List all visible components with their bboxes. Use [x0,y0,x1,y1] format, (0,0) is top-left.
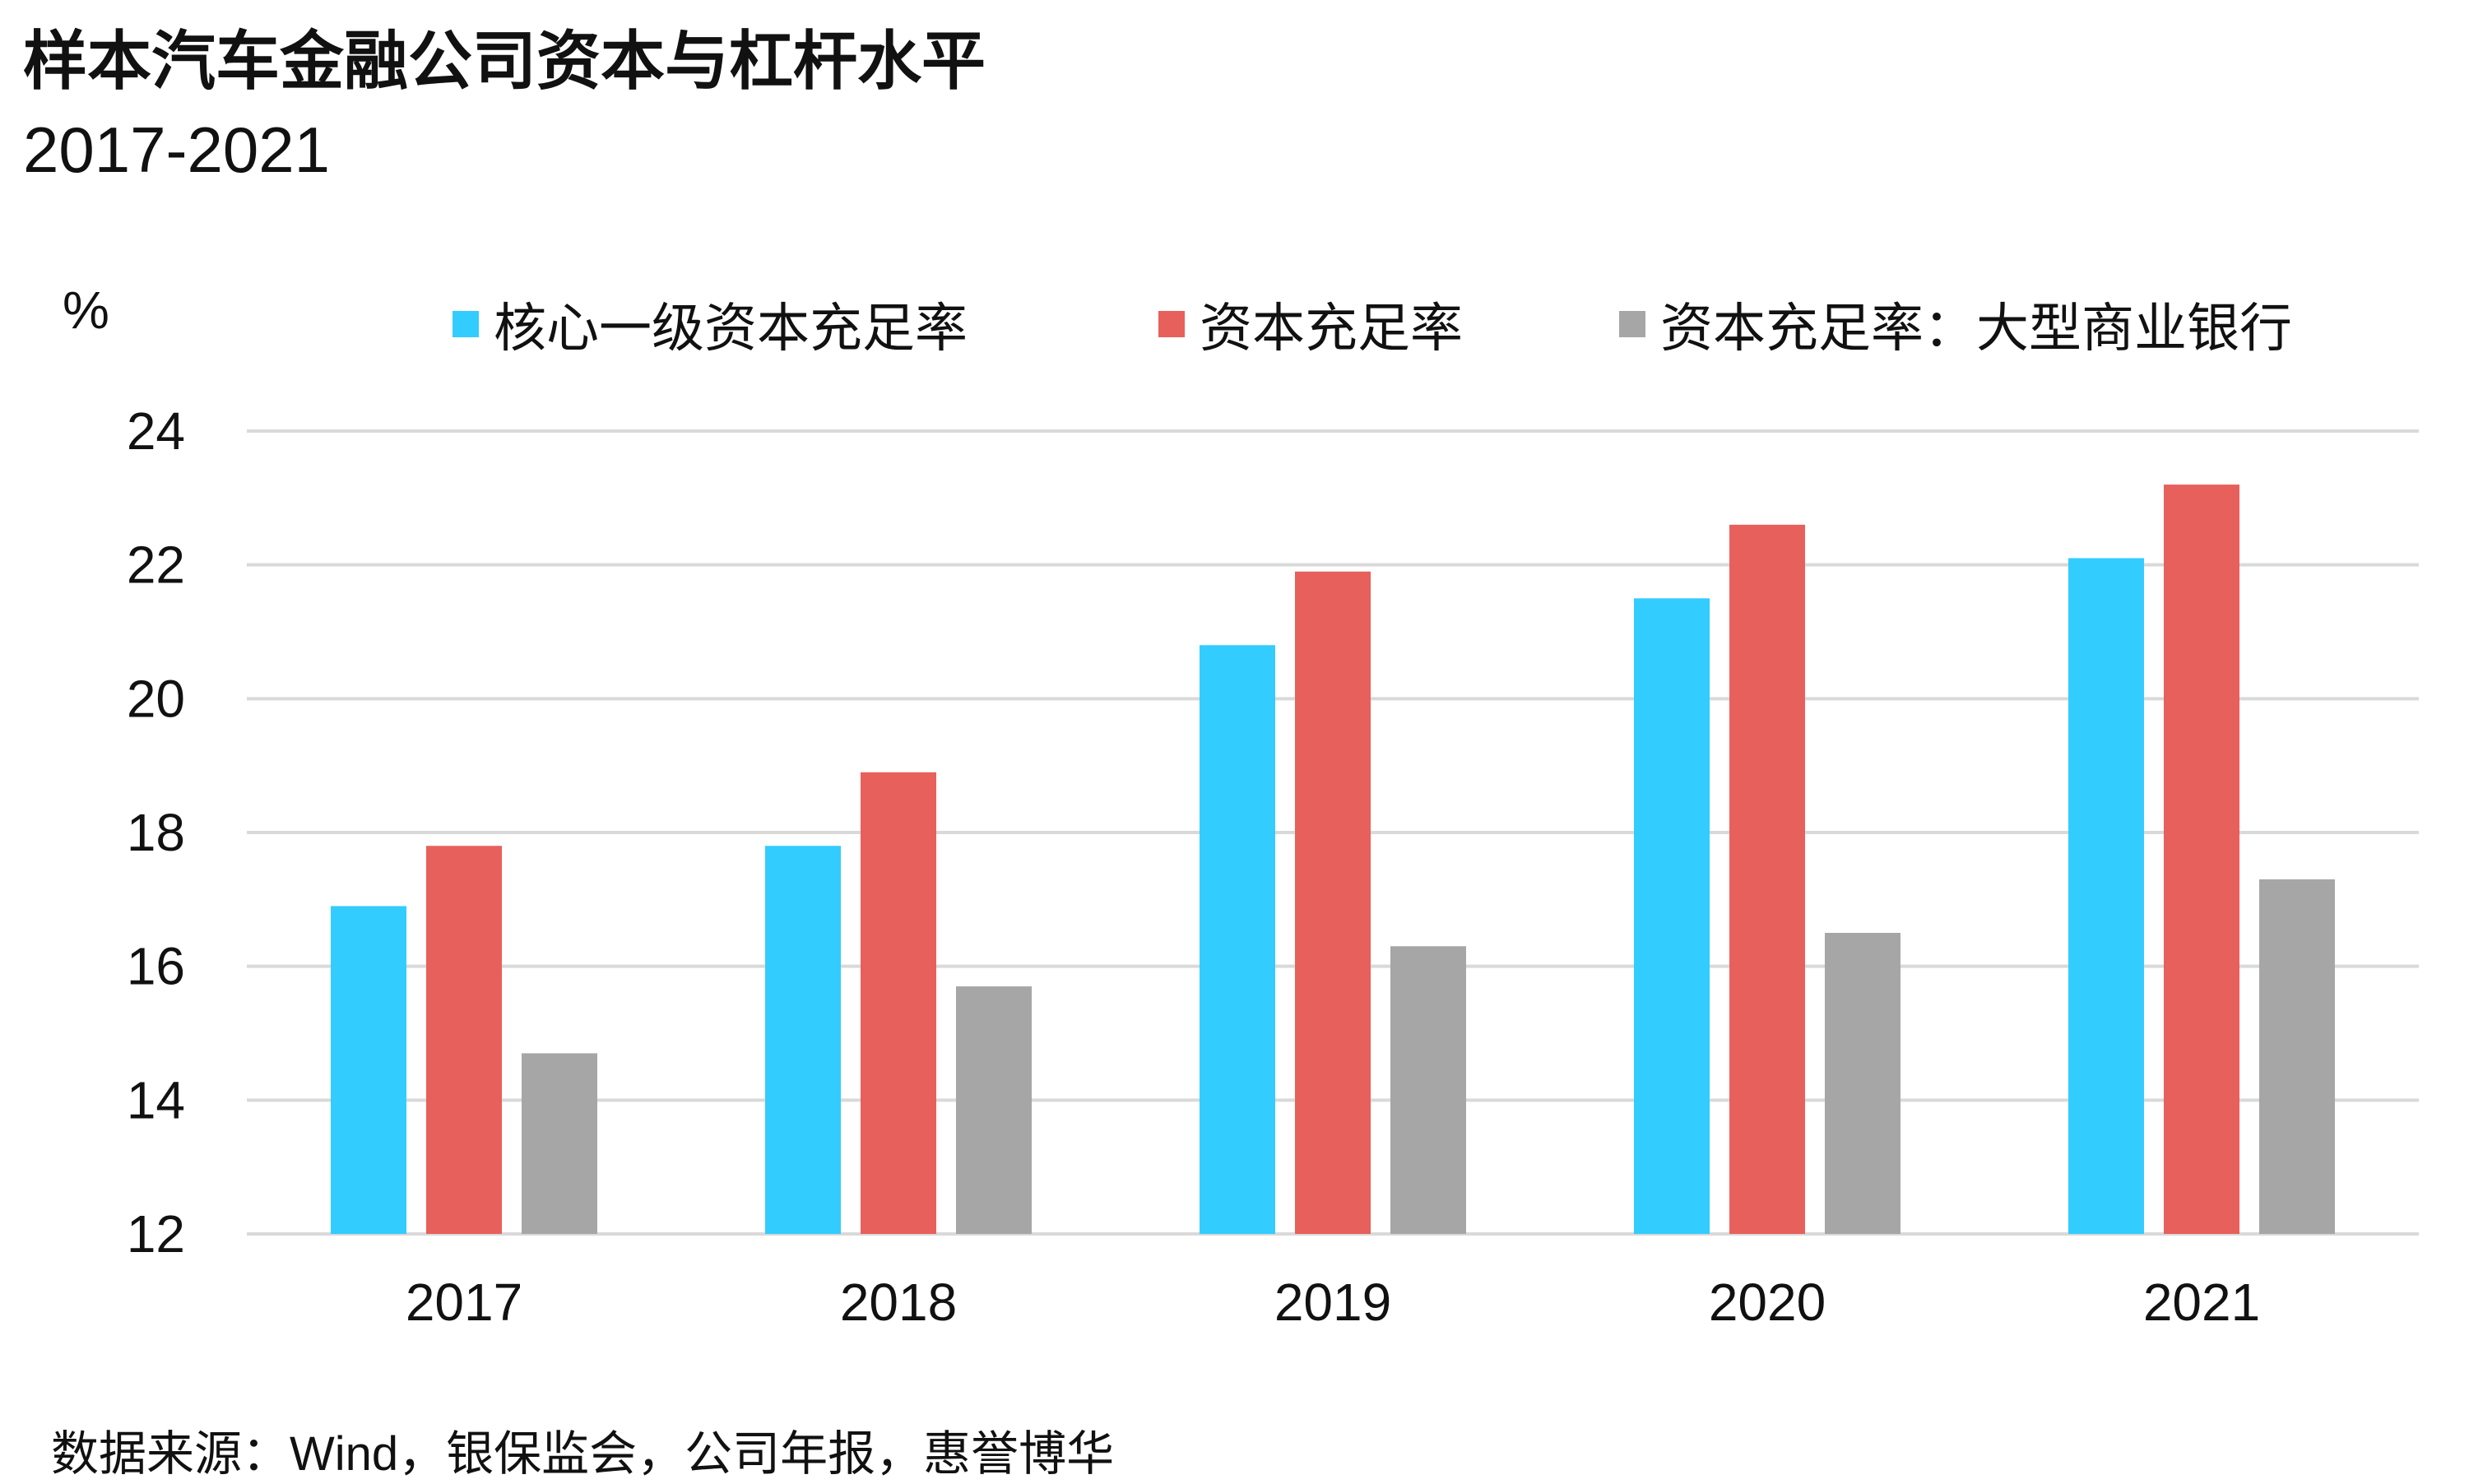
legend-label: 资本充足率：大型商业银行 [1660,299,2292,358]
bar-2021-series-2 [2164,485,2239,1234]
x-tick-label: 2017 [406,1273,522,1332]
y-tick-label: 16 [127,937,185,996]
x-tick-label: 2018 [840,1273,957,1332]
bar-2019-series-2 [1295,571,1371,1234]
legend-label: 核心一级资本充足率 [494,299,968,358]
legend-label: 资本充足率 [1200,299,1463,358]
y-tick-label: 14 [127,1070,185,1129]
x-tick-label: 2020 [1709,1273,1826,1332]
y-tick-label: 12 [127,1204,185,1264]
bar-2017-series-3 [522,1053,597,1234]
bar-2019-series-3 [1390,946,1466,1234]
y-tick-label: 18 [127,803,185,862]
bar-2020-series-1 [1634,598,1710,1234]
y-tick-label: 20 [127,669,185,728]
bar-2020-series-2 [1729,524,1805,1234]
legend-item-large-banks: 资本充足率：大型商业银行 [1619,286,2292,362]
bar-2018-series-3 [956,986,1032,1234]
bar-2021-series-1 [2068,558,2144,1234]
bar-2021-series-3 [2259,879,2335,1234]
y-tick-label: 24 [127,401,185,461]
legend-item-core-tier1: 核心一级资本充足率 [452,286,968,362]
legend-item-capital-adequacy: 资本充足率 [1158,286,1463,362]
legend-swatch-cyan [452,311,479,337]
bar-2018-series-1 [765,846,841,1234]
bar-2019-series-1 [1200,645,1275,1234]
chart-subtitle: 2017-2021 [23,114,331,186]
legend-swatch-red [1158,311,1185,337]
y-tick-label: 22 [127,536,185,595]
bar-2017-series-1 [331,906,406,1234]
bar-2020-series-3 [1825,933,1900,1234]
legend-swatch-gray [1619,311,1645,337]
bar-2018-series-2 [861,772,936,1234]
x-tick-label: 2019 [1274,1273,1391,1332]
bar-2017-series-2 [426,846,502,1234]
chart-title: 样本汽车金融公司资本与杠杆水平 [23,25,986,97]
data-source-note: 数据来源：Wind，银保监会，公司年报，惠誉博华 [51,1427,1115,1481]
y-axis-unit: % [63,281,109,340]
x-tick-label: 2021 [2143,1273,2260,1332]
